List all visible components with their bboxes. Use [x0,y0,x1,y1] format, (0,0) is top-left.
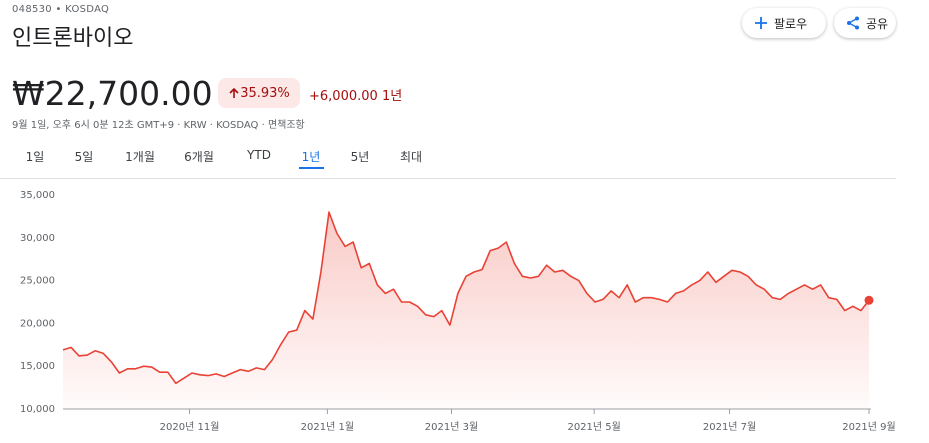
change: +6,000.00 1년 [309,85,402,104]
change-percent: 35.93% [240,85,290,101]
range-tab[interactable]: 최대 [399,150,423,164]
follow-label: 팔로우 [774,16,808,31]
range-tab[interactable]: 5년 [350,150,370,164]
x-tick-label: 2021년 7월 [703,421,756,433]
change-badge: 35.93% [218,78,300,108]
range-tab[interactable]: YTD [247,148,271,162]
range-tab[interactable]: 6개월 [184,150,214,164]
x-tick-label: 2021년 5월 [567,421,620,433]
range-tab[interactable]: 5일 [74,150,94,164]
share-label: 공유 [866,16,889,31]
y-tick-label: 35,000 [20,190,55,201]
ticker: 048530 • KOSDAQ [12,4,110,15]
range-tab[interactable]: 1년 [301,150,321,164]
area-fill [63,212,869,409]
range-tab[interactable]: 1일 [25,150,45,164]
x-tick-label: 2020년 11월 [160,421,220,433]
change-value: +6,000.00 [309,89,378,104]
x-tick-label: 2021년 3월 [425,421,478,433]
share-icon [847,16,859,30]
plus-icon [755,17,767,29]
y-tick-label: 10,000 [20,404,55,415]
x-tick-label: 2021년 1월 [301,421,354,433]
price: ₩22,700.00 [12,74,213,113]
up-arrow [229,87,239,98]
change-period: 1년 [381,89,403,104]
x-tick-label: 2021년 9월 [842,421,895,433]
tab-underline [298,167,324,169]
share-button[interactable]: 공유 [834,8,896,38]
last-point [864,295,874,305]
range-tab[interactable]: 1개월 [125,150,155,164]
y-tick-label: 15,000 [20,361,55,372]
follow-button[interactable]: 팔로우 [742,8,826,38]
price-line [62,211,870,385]
y-tick-label: 30,000 [20,233,55,244]
company-name: 인트론바이오 [12,26,134,51]
separator [0,178,896,179]
quote-meta: 9월 1일, 오후 6시 0분 12초 GMT+9 · KRW · KOSDAQ… [12,120,305,131]
y-tick-label: 20,000 [20,318,55,329]
y-tick-label: 25,000 [20,276,55,287]
